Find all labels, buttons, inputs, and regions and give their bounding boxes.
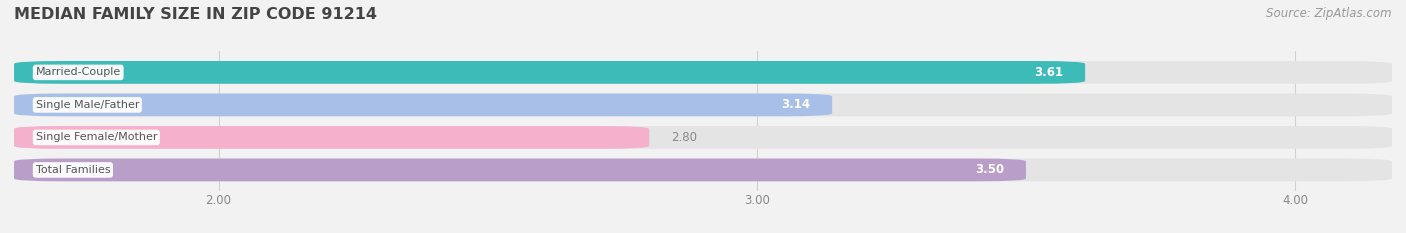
FancyBboxPatch shape (14, 158, 1392, 181)
FancyBboxPatch shape (14, 93, 832, 116)
Text: 3.61: 3.61 (1035, 66, 1063, 79)
Text: 3.14: 3.14 (782, 98, 811, 111)
FancyBboxPatch shape (14, 126, 650, 149)
FancyBboxPatch shape (14, 93, 1392, 116)
Text: Total Families: Total Families (35, 165, 110, 175)
FancyBboxPatch shape (14, 61, 1085, 84)
FancyBboxPatch shape (14, 126, 1392, 149)
Text: Married-Couple: Married-Couple (35, 67, 121, 77)
Text: Single Female/Mother: Single Female/Mother (35, 132, 157, 142)
Text: 2.80: 2.80 (671, 131, 697, 144)
Text: Single Male/Father: Single Male/Father (35, 100, 139, 110)
FancyBboxPatch shape (14, 158, 1026, 181)
FancyBboxPatch shape (14, 61, 1392, 84)
Text: MEDIAN FAMILY SIZE IN ZIP CODE 91214: MEDIAN FAMILY SIZE IN ZIP CODE 91214 (14, 7, 377, 22)
Text: Source: ZipAtlas.com: Source: ZipAtlas.com (1267, 7, 1392, 20)
Text: 3.50: 3.50 (976, 163, 1004, 176)
